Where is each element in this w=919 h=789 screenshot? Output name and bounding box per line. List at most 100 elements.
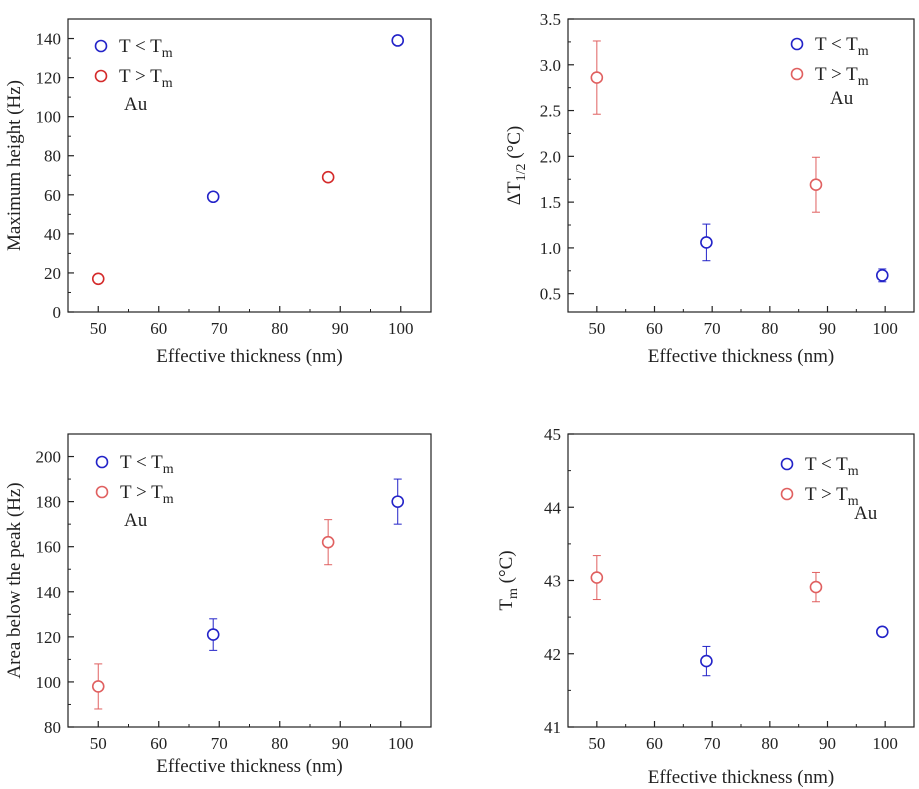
data-point xyxy=(91,272,105,286)
material-annotation: Au xyxy=(124,510,148,531)
x-tick-label: 60 xyxy=(646,734,663,753)
legend-marker xyxy=(780,487,794,501)
y-tick-label: 180 xyxy=(36,493,62,512)
y-tick-label: 42 xyxy=(544,645,561,664)
plot-frame xyxy=(67,433,432,728)
y-axis-title: Maximum height (Hz) xyxy=(4,80,25,251)
x-tick-label: 60 xyxy=(150,734,167,753)
x-tick-label: 50 xyxy=(588,319,605,338)
y-tick-label: 0.5 xyxy=(540,285,561,304)
y-tick-label: 0 xyxy=(53,303,62,322)
data-point xyxy=(391,34,405,47)
data-point xyxy=(321,170,335,184)
y-tick-label: 41 xyxy=(544,718,561,737)
legend-label: T < Tm xyxy=(119,36,173,61)
data-point xyxy=(875,625,889,639)
x-tick-label: 90 xyxy=(819,319,836,338)
material-annotation: Au xyxy=(854,503,878,524)
x-tick-label: 100 xyxy=(388,734,414,753)
y-axis-title: Area below the peak (Hz) xyxy=(4,482,25,678)
legend-marker xyxy=(790,37,804,51)
x-axis-title: Effective thickness (nm) xyxy=(648,346,834,367)
material-annotation: Au xyxy=(124,94,148,115)
y-tick-label: 120 xyxy=(36,69,62,88)
data-point xyxy=(206,628,220,641)
x-tick-label: 100 xyxy=(388,319,414,338)
x-tick-label: 80 xyxy=(761,319,778,338)
plot-frame xyxy=(567,433,915,728)
y-tick-label: 2.5 xyxy=(540,102,561,121)
y-tick-label: 3.5 xyxy=(540,10,561,29)
x-tick-label: 50 xyxy=(90,734,107,753)
plot-frame xyxy=(567,18,915,313)
data-point xyxy=(91,680,105,693)
x-tick-label: 100 xyxy=(872,734,898,753)
data-point xyxy=(809,178,823,192)
y-tick-label: 44 xyxy=(544,498,562,517)
x-tick-label: 60 xyxy=(646,319,663,338)
y-tick-label: 43 xyxy=(544,572,561,591)
x-tick-label: 90 xyxy=(332,734,349,753)
data-point xyxy=(321,535,335,549)
y-tick-label: 40 xyxy=(44,225,61,244)
data-point xyxy=(590,71,604,84)
plot-frame xyxy=(67,18,432,313)
x-tick-label: 50 xyxy=(588,734,605,753)
y-tick-label: 80 xyxy=(44,147,61,166)
x-tick-label: 100 xyxy=(872,319,898,338)
y-tick-label: 100 xyxy=(36,108,62,127)
y-tick-label: 1.0 xyxy=(540,239,561,258)
x-tick-label: 70 xyxy=(211,734,228,753)
y-tick-label: 20 xyxy=(44,264,61,283)
data-point xyxy=(391,495,405,508)
y-tick-label: 120 xyxy=(36,628,62,647)
x-tick-label: 90 xyxy=(819,734,836,753)
legend-label: T < Tm xyxy=(805,454,859,479)
legend-label: T < Tm xyxy=(815,34,869,59)
legend-marker xyxy=(94,39,108,53)
data-point xyxy=(809,580,823,594)
legend-marker xyxy=(790,67,804,81)
data-point xyxy=(700,654,713,668)
x-tick-label: 70 xyxy=(211,319,228,338)
panel-delta-t-half: 50 60 70 80 90 100 0.5 1.0 1.5 2.0 2.5 3.0 3.5 Effect… xyxy=(504,10,915,367)
y-tick-label: 45 xyxy=(544,425,561,444)
panel-melting-temperature: 50 60 70 80 90 100 41 42 43 44 45 Effective thickne… xyxy=(496,425,915,788)
legend-marker xyxy=(94,69,108,83)
legend-marker xyxy=(780,457,794,471)
legend-marker xyxy=(95,455,109,469)
x-axis-title: Effective thickness (nm) xyxy=(648,767,834,788)
x-axis-title: Effective thickness (nm) xyxy=(156,346,342,367)
legend-label: T < Tm xyxy=(120,452,174,477)
legend-label: T > Tm xyxy=(805,484,859,509)
y-tick-label: 60 xyxy=(44,186,61,205)
y-tick-label: 200 xyxy=(36,448,62,467)
x-tick-label: 80 xyxy=(271,734,288,753)
y-tick-label: 80 xyxy=(44,718,61,737)
legend-label: T > Tm xyxy=(120,482,174,507)
legend-label: T > Tm xyxy=(119,66,173,91)
y-tick-label: 140 xyxy=(36,583,62,602)
x-tick-label: 50 xyxy=(90,319,107,338)
x-tick-label: 60 xyxy=(150,319,167,338)
data-point xyxy=(875,269,889,282)
data-point xyxy=(700,236,713,249)
legend-label: T > Tm xyxy=(815,64,869,89)
x-axis-title: Effective thickness (nm) xyxy=(156,756,342,777)
panel-area-below-peak: 50 60 70 80 90 100 80 100 120 140 160 180 200 Effecti… xyxy=(4,433,432,777)
legend-marker xyxy=(95,485,109,499)
y-axis-title: ΔT1/2 (°C) xyxy=(504,126,529,205)
y-tick-label: 140 xyxy=(36,30,62,49)
y-tick-label: 1.5 xyxy=(540,193,561,212)
x-tick-label: 80 xyxy=(761,734,778,753)
x-tick-label: 70 xyxy=(704,734,721,753)
y-axis-title: Tm (°C) xyxy=(496,550,521,610)
x-tick-label: 80 xyxy=(271,319,288,338)
y-tick-label: 100 xyxy=(36,673,62,692)
y-tick-label: 2.0 xyxy=(540,147,561,166)
panel-maximum-height: 50 60 70 80 90 100 0 20 40 60 80 100 120 140 Effective… xyxy=(4,18,432,367)
data-point xyxy=(590,571,604,584)
material-annotation: Au xyxy=(830,88,854,109)
x-tick-label: 90 xyxy=(332,319,349,338)
